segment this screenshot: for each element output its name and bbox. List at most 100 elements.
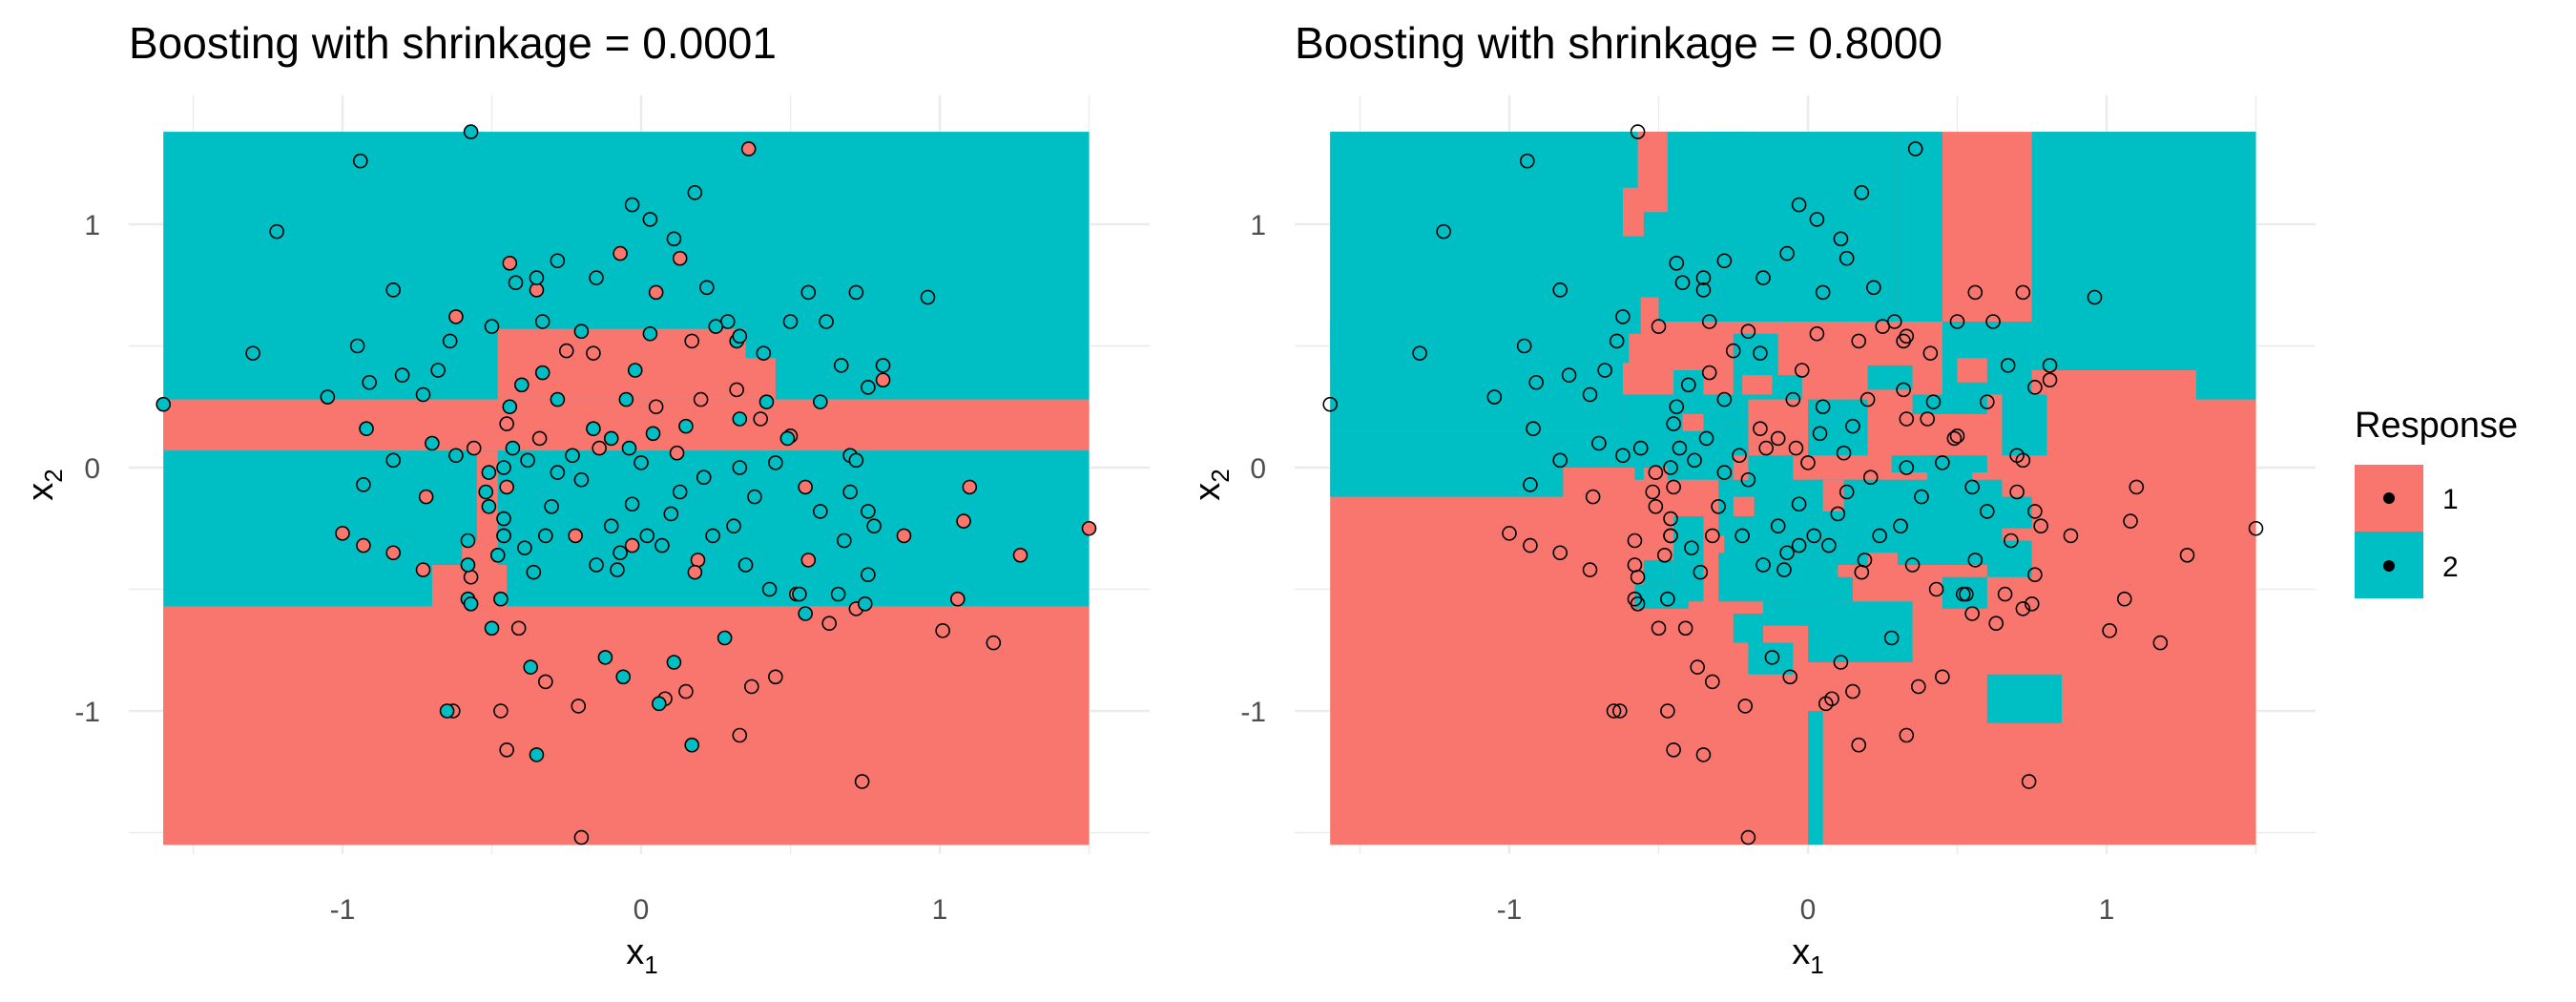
data-point bbox=[654, 537, 670, 553]
data-point bbox=[517, 540, 532, 555]
data-point bbox=[1911, 678, 1926, 695]
data-point bbox=[269, 223, 284, 240]
data-point bbox=[352, 153, 368, 169]
data-point bbox=[496, 460, 511, 475]
data-point bbox=[708, 319, 724, 334]
data-point bbox=[550, 465, 566, 480]
data-point bbox=[875, 372, 891, 388]
region-cell bbox=[1957, 358, 1987, 383]
data-point bbox=[573, 471, 590, 488]
axis-ticks: -1 0 1 -1 0 1 bbox=[74, 210, 947, 926]
data-point bbox=[1693, 564, 1709, 580]
data-point bbox=[597, 650, 613, 665]
data-point bbox=[1528, 374, 1544, 390]
data-point bbox=[1486, 389, 1503, 405]
data-point bbox=[624, 496, 640, 512]
data-point bbox=[320, 389, 336, 405]
data-point bbox=[481, 498, 497, 514]
data-point bbox=[573, 829, 590, 845]
region-cell bbox=[1658, 132, 1898, 322]
data-point bbox=[1779, 245, 1795, 261]
data-point bbox=[666, 655, 682, 670]
data-point bbox=[1928, 581, 1944, 597]
data-point bbox=[1809, 325, 1825, 342]
data-point bbox=[1758, 440, 1774, 456]
region-cell bbox=[1748, 642, 1794, 675]
data-point bbox=[1809, 212, 1825, 227]
region-cell bbox=[1330, 430, 1674, 468]
data-point bbox=[1851, 737, 1867, 753]
data-point bbox=[854, 774, 870, 789]
data-point bbox=[1666, 416, 1681, 431]
data-point bbox=[2248, 520, 2264, 536]
data-point bbox=[2123, 513, 2138, 529]
data-point bbox=[812, 504, 828, 519]
data-point bbox=[1552, 282, 1568, 298]
data-point bbox=[1967, 284, 1984, 301]
data-point bbox=[245, 345, 260, 361]
data-point bbox=[717, 630, 733, 646]
data-point bbox=[2021, 774, 2037, 789]
data-point bbox=[1609, 333, 1625, 349]
x-tick-label: 0 bbox=[1800, 894, 1817, 926]
y-tick-label: -1 bbox=[1240, 697, 1266, 728]
data-point bbox=[837, 532, 852, 549]
data-point bbox=[460, 532, 476, 549]
data-point bbox=[798, 606, 813, 621]
data-point bbox=[861, 504, 876, 519]
data-point bbox=[1980, 504, 1995, 519]
data-point bbox=[627, 363, 643, 378]
data-point bbox=[768, 669, 783, 685]
data-point bbox=[666, 231, 682, 247]
data-point bbox=[481, 465, 497, 480]
data-point bbox=[1764, 650, 1780, 665]
data-point bbox=[949, 591, 966, 607]
data-point bbox=[1907, 141, 1923, 157]
data-point bbox=[1561, 367, 1577, 383]
data-point bbox=[589, 270, 604, 285]
x-tick-label: 1 bbox=[2099, 894, 2115, 926]
data-point bbox=[356, 537, 371, 553]
data-point bbox=[1964, 606, 1980, 621]
data-point bbox=[573, 324, 590, 340]
data-point bbox=[1839, 250, 1855, 266]
data-point bbox=[499, 741, 514, 758]
region-cell bbox=[1742, 375, 1773, 395]
data-point bbox=[1997, 586, 2013, 602]
data-point bbox=[2015, 452, 2031, 469]
data-point bbox=[753, 411, 769, 427]
data-point bbox=[687, 564, 703, 580]
data-point bbox=[1836, 445, 1852, 461]
data-point bbox=[1740, 471, 1756, 488]
data-point bbox=[1716, 391, 1733, 407]
data-point bbox=[1845, 683, 1860, 699]
data-point bbox=[603, 518, 619, 534]
data-point bbox=[510, 620, 527, 637]
data-point bbox=[1648, 498, 1664, 514]
data-point bbox=[2027, 567, 2043, 583]
data-point bbox=[833, 358, 849, 373]
data-point bbox=[1591, 435, 1607, 451]
data-point bbox=[1436, 223, 1451, 240]
data-point bbox=[1845, 418, 1860, 434]
data-point bbox=[613, 545, 628, 561]
data-point bbox=[1648, 465, 1664, 480]
data-point bbox=[1899, 328, 1915, 344]
panel-shrinkage-0001: Boosting with shrinkage = 0.0001 -1 0 1 -1 0… bbox=[21, 18, 1150, 979]
data-point bbox=[1740, 324, 1756, 340]
data-points bbox=[1322, 124, 2264, 845]
data-point bbox=[1651, 319, 1667, 334]
data-point bbox=[2027, 380, 2043, 395]
data-point bbox=[1663, 460, 1678, 475]
data-point bbox=[812, 394, 828, 409]
data-point bbox=[672, 484, 688, 500]
data-point bbox=[571, 699, 587, 714]
region-cell bbox=[2195, 370, 2256, 400]
data-point bbox=[460, 557, 476, 573]
data-point bbox=[1705, 674, 1720, 690]
data-point bbox=[1012, 547, 1028, 563]
region-cell bbox=[1748, 576, 1853, 602]
data-point bbox=[1615, 309, 1631, 324]
data-point bbox=[1964, 479, 1980, 495]
data-point bbox=[502, 399, 518, 415]
